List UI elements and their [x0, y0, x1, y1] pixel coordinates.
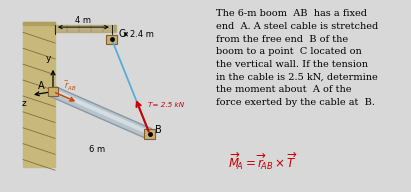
Text: C: C: [118, 29, 125, 39]
Text: 4 m: 4 m: [75, 16, 91, 25]
Text: y: y: [45, 54, 51, 63]
Text: $\vec{r}_{AB}$: $\vec{r}_{AB}$: [64, 78, 76, 93]
Text: $\overrightarrow{M}_{\!A} = \overrightarrow{r}_{\!AB} \times \overrightarrow{T}$: $\overrightarrow{M}_{\!A} = \overrightar…: [228, 151, 297, 172]
Text: z: z: [21, 99, 26, 108]
Text: B: B: [155, 125, 162, 135]
Text: T= 2.5 kN: T= 2.5 kN: [148, 102, 184, 108]
Polygon shape: [23, 22, 55, 25]
Polygon shape: [23, 22, 55, 167]
Text: 2.4 m: 2.4 m: [130, 30, 154, 39]
Text: The 6-m boom  AB  has a fixed
end  A. A steel cable is stretched
from the free e: The 6-m boom AB has a fixed end A. A ste…: [216, 9, 378, 107]
Bar: [106, 35, 117, 44]
Text: x: x: [79, 103, 84, 112]
Polygon shape: [55, 25, 116, 32]
Text: A: A: [38, 81, 45, 91]
Text: 6 m: 6 m: [89, 145, 106, 154]
Bar: [48, 87, 58, 96]
Bar: [144, 129, 155, 139]
